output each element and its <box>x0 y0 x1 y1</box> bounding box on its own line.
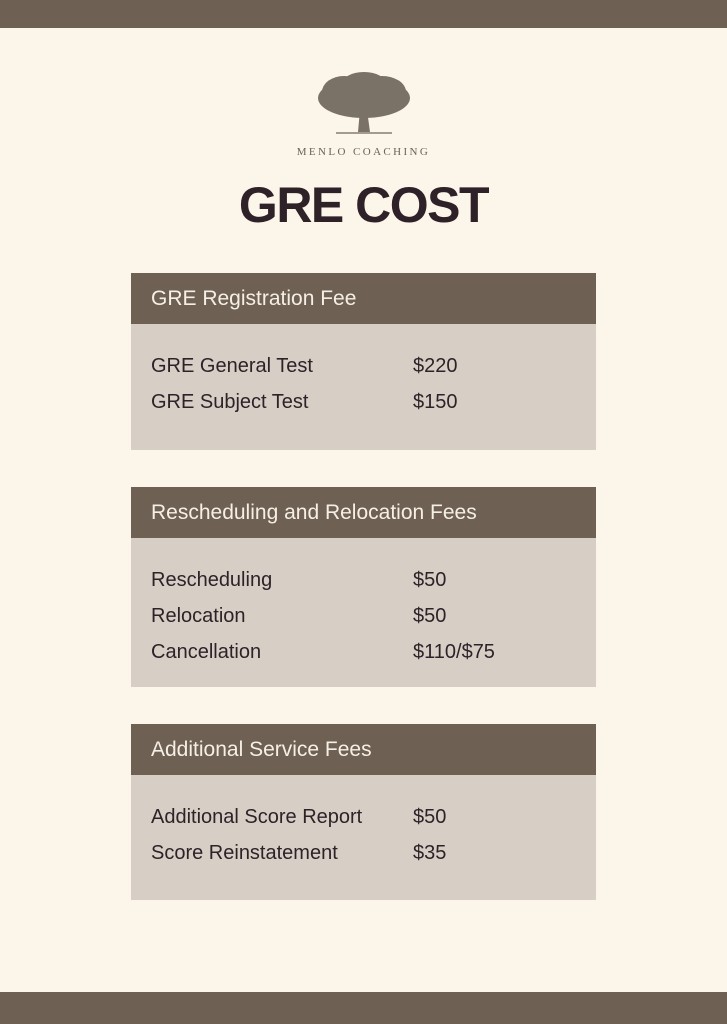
oak-tree-icon <box>318 72 410 134</box>
bottom-band <box>0 992 727 1024</box>
fee-value: $50 <box>413 605 447 627</box>
section-additional-service-fees: Additional Service Fees Additional Score… <box>131 724 596 900</box>
fee-value: $110/$75 <box>413 641 495 663</box>
fee-label: Rescheduling <box>151 569 273 591</box>
fee-value: $35 <box>413 842 447 864</box>
brand-name: MENLO COACHING <box>296 146 431 158</box>
fee-row: GRE General Test $220 <box>131 348 596 384</box>
fee-value: $150 <box>413 391 458 413</box>
section-rescheduling-fees: Rescheduling and Relocation Fees Resched… <box>131 487 596 687</box>
fee-label: Score Reinstatement <box>151 842 338 864</box>
page-title: GRE COST <box>238 177 490 233</box>
top-band <box>0 0 727 28</box>
fee-label: GRE Subject Test <box>151 391 309 413</box>
fee-label: Additional Score Report <box>151 806 363 828</box>
section-registration-fee: GRE Registration Fee GRE General Test $22… <box>131 273 596 450</box>
fee-value: $220 <box>413 355 458 377</box>
fee-label: Cancellation <box>151 641 262 663</box>
fee-value: $50 <box>413 806 447 828</box>
section-heading: GRE Registration Fee <box>131 273 596 324</box>
fee-row: GRE Subject Test $150 <box>131 384 596 420</box>
fee-row: Cancellation $110/$75 <box>131 634 596 670</box>
fee-row: Relocation $50 <box>131 598 596 634</box>
section-heading: Additional Service Fees <box>131 724 596 775</box>
fee-row: Score Reinstatement $35 <box>131 835 596 871</box>
fee-row: Additional Score Report $50 <box>131 799 596 835</box>
section-heading: Rescheduling and Relocation Fees <box>131 487 596 538</box>
fee-row: Rescheduling $50 <box>131 562 596 598</box>
fee-label: GRE General Test <box>151 355 313 377</box>
fee-value: $50 <box>413 569 447 591</box>
fee-label: Relocation <box>151 605 246 627</box>
